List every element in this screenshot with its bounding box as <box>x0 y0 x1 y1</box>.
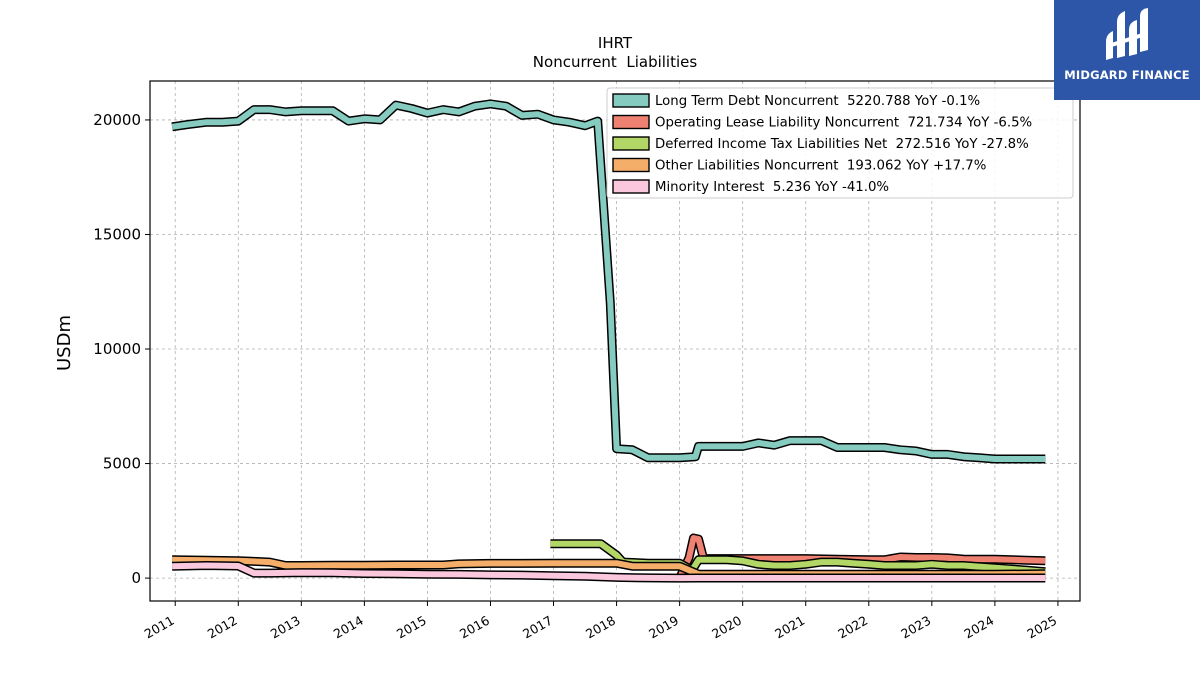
legend-swatch <box>612 157 650 173</box>
legend-label: Operating Lease Liability Noncurrent 721… <box>655 116 1032 131</box>
x-tick-label: 2024 <box>961 613 996 642</box>
brand-name: MIDGARD FINANCE <box>1064 68 1190 82</box>
legend: Long Term Debt Noncurrent 5220.788 YoY -… <box>606 87 1074 199</box>
x-tick-label: 2023 <box>898 613 933 642</box>
y-tick-label: 5000 <box>103 455 141 473</box>
series-4 <box>172 561 1046 583</box>
legend-box <box>606 87 1074 199</box>
y-tick-label: 20000 <box>93 111 141 129</box>
legend-label: Other Liabilities Noncurrent 193.062 YoY… <box>655 159 986 174</box>
y-axis-label: USDm <box>54 315 75 371</box>
legend-swatch <box>612 136 650 151</box>
x-tick-label: 2016 <box>457 613 492 642</box>
x-tick-label: 2018 <box>583 613 618 642</box>
series-line <box>172 562 1046 582</box>
plot-frame <box>149 80 1081 602</box>
x-tick-label: 2020 <box>709 613 744 642</box>
x-tick-label: 2013 <box>268 613 303 642</box>
legend-label: Deferred Income Tax Liabilities Net 272.… <box>655 137 1029 152</box>
x-tick-label: 2012 <box>205 613 240 642</box>
chart-title: IHRT <box>598 34 633 52</box>
x-tick-label: 2022 <box>835 613 870 642</box>
x-tick-label: 2019 <box>646 613 681 642</box>
y-tick-label: 10000 <box>93 340 141 358</box>
x-tick-label: 2015 <box>394 613 429 642</box>
x-tick-label: 2011 <box>142 613 177 642</box>
series-0 <box>171 99 1046 464</box>
series-layer <box>171 99 1046 583</box>
legend-label: Minority Interest 5.236 YoY -41.0% <box>655 180 889 195</box>
x-tick-label: 2017 <box>520 613 555 642</box>
legend-swatch <box>612 179 650 194</box>
brand-logo-icon <box>1106 8 1148 60</box>
chart-subtitle: Noncurrent Liabilities <box>533 53 698 71</box>
brand-logo: MIDGARD FINANCE <box>1054 0 1200 100</box>
x-tick-label: 2021 <box>772 613 807 642</box>
legend-label: Long Term Debt Noncurrent 5220.788 YoY -… <box>655 94 980 109</box>
x-tick-label: 2025 <box>1024 613 1059 642</box>
legend-swatch <box>612 93 650 108</box>
x-tick-label: 2014 <box>331 613 366 642</box>
y-tick-label: 15000 <box>93 225 141 243</box>
series-line <box>171 100 1046 462</box>
y-tick-label: 0 <box>131 569 141 587</box>
legend-swatch <box>612 114 650 130</box>
